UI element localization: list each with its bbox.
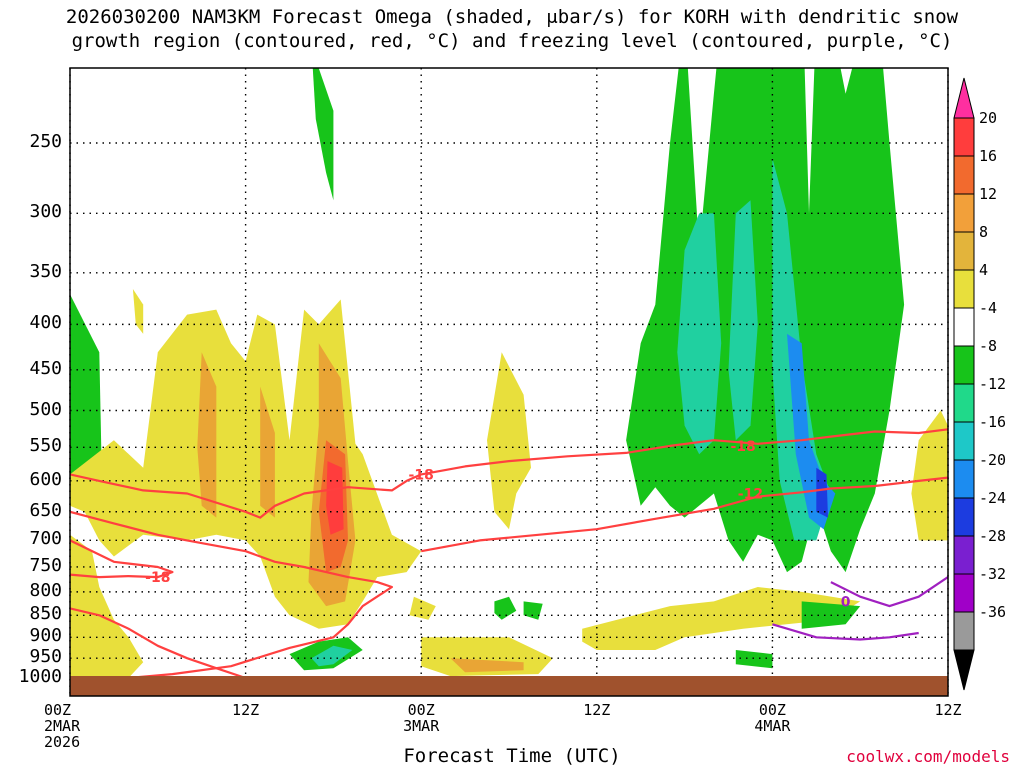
contour-dgz-minus12 <box>70 539 174 579</box>
colorbar-label-11: -28 <box>979 527 1007 545</box>
y-tick-label-250: 250 <box>29 131 62 152</box>
x-tick-label-3-0: 12Z <box>583 701 611 719</box>
y-tick-label-1000: 1000 <box>18 666 62 687</box>
contour-freezing-0 <box>830 576 948 608</box>
omega-region-dkblue-right <box>816 467 828 518</box>
colorbar-segment-12 <box>953 535 975 575</box>
colorbar-segment-2 <box>953 155 975 195</box>
x-axis-title: Forecast Time (UTC) <box>403 745 621 767</box>
contour-label-0: -18 <box>409 467 434 483</box>
colorbar-label-8: -16 <box>979 413 1007 431</box>
colorbar-label-6: -8 <box>979 337 998 355</box>
omega-region-teal-right-1 <box>677 213 722 455</box>
colorbar-segment-9 <box>953 421 975 461</box>
omega-region-orange-col2 <box>260 386 275 518</box>
colorbar-label-0: 20 <box>979 109 998 127</box>
plot-frame <box>69 67 949 697</box>
colorbar-label-5: -4 <box>979 299 998 317</box>
colorbar-segment-8 <box>953 383 975 423</box>
x-tick-label-2-0: 00Z <box>407 701 435 719</box>
y-tick-label-350: 350 <box>29 260 62 282</box>
y-tick-label-750: 750 <box>29 554 62 576</box>
x-tick-label-5-0: 12Z <box>934 701 962 719</box>
omega-region-teal-low-mid <box>311 645 353 667</box>
contour-label-1: -18 <box>145 570 170 586</box>
x-tick-label-1-0: 12Z <box>232 701 260 719</box>
credit-text[interactable]: coolwx.com/models <box>846 747 1010 766</box>
contour-dgz-minus18-lower <box>70 510 393 680</box>
ground-surface <box>70 676 948 696</box>
contour-lines <box>70 428 948 680</box>
colorbar-label-3: 8 <box>979 223 989 241</box>
omega-region-teal-right-2 <box>728 200 758 441</box>
contour-freezing-low <box>772 623 919 641</box>
colorbar-label-1: 16 <box>979 147 998 165</box>
x-tick-label-4-0: 00Z <box>758 701 786 719</box>
omega-region-yellow-low-right <box>582 587 861 650</box>
y-tick-label-550: 550 <box>29 435 62 457</box>
y-tick-label-650: 650 <box>29 499 62 521</box>
colorbar-top-triangle <box>953 77 975 119</box>
x-tick-label-0-2: 2026 <box>44 733 81 751</box>
y-tick-label-600: 600 <box>29 468 62 490</box>
contour-label-2: -18 <box>730 439 755 455</box>
colorbar-label-9: -20 <box>979 451 1007 469</box>
colorbar-label-12: -32 <box>979 565 1007 583</box>
colorbar-segment-10 <box>953 459 975 499</box>
omega-region-green-low-4m <box>735 650 773 669</box>
colorbar-segment-6 <box>953 307 975 347</box>
contour-label-4: 0 <box>841 594 851 610</box>
colorbar-segment-3 <box>953 193 975 233</box>
y-tick-label-800: 800 <box>29 579 62 601</box>
y-tick-label-850: 850 <box>29 603 62 625</box>
colorbar <box>953 77 975 691</box>
omega-region-orange-low-mid <box>450 658 524 673</box>
colorbar-segment-4 <box>953 231 975 271</box>
colorbar-segment-7 <box>953 345 975 385</box>
colorbar-label-10: -24 <box>979 489 1007 507</box>
contour-labels: -18 -18 -18 -12 0 <box>145 439 851 611</box>
omega-shading <box>70 68 948 678</box>
omega-region-yellow-spike <box>132 289 144 334</box>
colorbar-segment-11 <box>953 497 975 537</box>
omega-region-green-blob1 <box>494 596 517 620</box>
contour-dgz-minus12-mid <box>421 476 948 553</box>
colorbar-label-4: 4 <box>979 261 989 279</box>
colorbar-segment-5 <box>953 269 975 309</box>
y-tick-label-700: 700 <box>29 528 62 550</box>
y-tick-label-400: 400 <box>29 312 62 334</box>
x-tick-label-2-1: 3MAR <box>403 717 440 735</box>
colorbar-segment-13 <box>953 573 975 613</box>
x-tick-label-0-1: 2MAR <box>44 717 81 735</box>
colorbar-label-13: -36 <box>979 603 1007 621</box>
y-tick-label-950: 950 <box>29 646 62 668</box>
colorbar-segment-14 <box>953 611 975 651</box>
colorbar-segment-1 <box>953 117 975 157</box>
omega-region-yellow-small <box>409 596 436 620</box>
omega-region-green-upper <box>312 68 334 201</box>
omega-region-yellow-right-col <box>911 410 948 541</box>
omega-region-orange-col1 <box>197 352 217 518</box>
contour-dgz-minus18-upper <box>70 428 948 519</box>
omega-region-yellow-mid <box>487 352 531 530</box>
omega-region-yellow-lower-left <box>70 534 144 678</box>
omega-region-red-core <box>326 461 344 535</box>
colorbar-label-7: -12 <box>979 375 1007 393</box>
colorbar-label-2: 12 <box>979 185 998 203</box>
chart-title-line1: 2026030200 NAM3KM Forecast Omega (shaded… <box>65 6 959 28</box>
y-tick-label-900: 900 <box>29 625 62 647</box>
x-tick-label-0-0: 00Z <box>44 701 72 719</box>
x-tick-label-4-1: 4MAR <box>754 717 791 735</box>
omega-region-green-blob2 <box>523 601 543 620</box>
omega-region-teal-right-3 <box>772 158 831 541</box>
contour-label-3: -12 <box>738 487 763 503</box>
y-tick-label-300: 300 <box>29 201 62 223</box>
colorbar-bottom-triangle <box>953 649 975 691</box>
y-tick-label-450: 450 <box>29 357 62 379</box>
contour-dgz-low-left <box>70 607 246 680</box>
y-tick-label-500: 500 <box>29 398 62 420</box>
chart-title-line2: growth region (contoured, red, °C) and f… <box>71 30 953 52</box>
omega-region-green-left <box>70 294 103 506</box>
